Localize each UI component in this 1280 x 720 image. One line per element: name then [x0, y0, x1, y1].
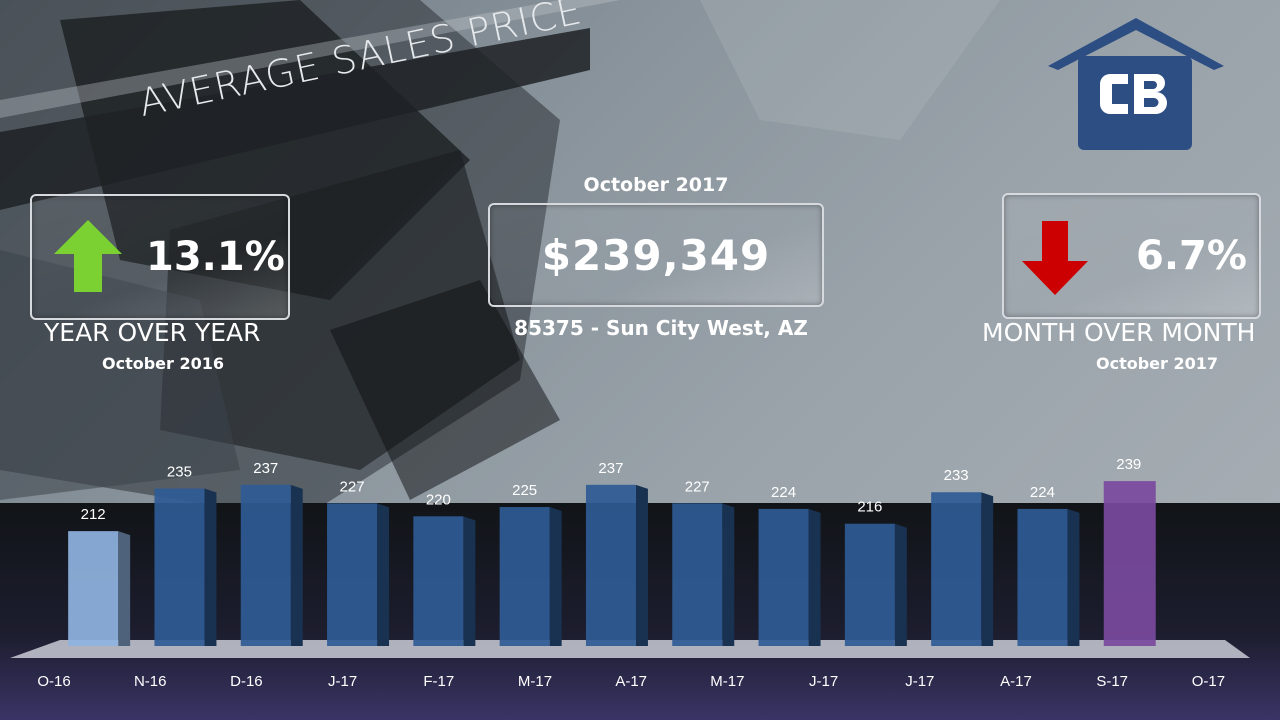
bar-value-label: 212: [81, 506, 106, 523]
month-over-month-percent: 6.7%: [1136, 233, 1247, 279]
bar: [413, 516, 464, 646]
bar: [1017, 508, 1068, 646]
x-tick-label: J-17: [809, 673, 838, 690]
bar-value-label: 227: [685, 478, 710, 495]
bar: [240, 484, 291, 646]
bar-value-label: 237: [598, 460, 623, 477]
bar: [1103, 481, 1156, 646]
bar: [844, 523, 895, 646]
x-tick-label: D-16: [230, 673, 263, 690]
bar-value-label: 224: [1030, 484, 1055, 501]
up-arrow-icon: [54, 220, 122, 292]
x-tick-label: A-17: [615, 673, 647, 690]
bar-side: [290, 484, 303, 646]
bar-side: [377, 503, 390, 646]
bar-value-label: 239: [1116, 456, 1141, 473]
bar-side: [894, 523, 907, 646]
bar: [499, 507, 550, 646]
month-over-month-card: 6.7%: [1002, 193, 1261, 319]
price-card: $239,349: [488, 203, 824, 307]
location-label: 85375 - Sun City West, AZ: [514, 316, 808, 340]
bar: [68, 531, 119, 646]
bar: [327, 503, 378, 646]
x-tick-label: O-17: [1192, 673, 1225, 690]
x-tick-label: O-16: [37, 673, 70, 690]
bar-side: [981, 492, 994, 646]
x-tick-label: N-16: [134, 673, 167, 690]
bar-side: [463, 516, 476, 646]
bar-value-label: 224: [771, 484, 796, 501]
bar: [672, 503, 723, 646]
bar-value-label: 216: [857, 499, 882, 516]
bar: [585, 484, 636, 646]
bar-side: [204, 488, 217, 646]
x-tick-label: S-17: [1096, 673, 1128, 690]
year-over-year-reference: October 2016: [102, 354, 225, 373]
year-over-year-label: YEAR OVER YEAR: [44, 318, 261, 347]
bar-side: [549, 507, 562, 646]
year-over-year-card: 13.1%: [30, 194, 290, 320]
month-over-month-label: MONTH OVER MONTH: [982, 318, 1256, 347]
bar: [758, 508, 809, 646]
x-tick-label: M-17: [518, 673, 552, 690]
period-label: October 2017: [583, 174, 729, 196]
bar-value-label: 227: [340, 478, 365, 495]
x-tick-label: F-17: [423, 673, 454, 690]
bar-side: [722, 503, 735, 646]
bar-side: [808, 508, 821, 646]
x-tick-label: M-17: [710, 673, 744, 690]
house-logo-icon: [1048, 18, 1224, 150]
bar: [154, 488, 205, 646]
down-arrow-icon: [1022, 221, 1088, 295]
year-over-year-percent: 13.1%: [146, 234, 285, 280]
x-tick-label: A-17: [1000, 673, 1032, 690]
x-tick-label: J-17: [328, 673, 357, 690]
bar-value-label: 237: [253, 460, 278, 477]
bar: [931, 492, 982, 646]
bar-side: [635, 484, 648, 646]
current-price: $239,349: [541, 231, 771, 280]
x-tick-label: J-17: [905, 673, 934, 690]
bar-value-label: 235: [167, 464, 192, 481]
bar-value-label: 225: [512, 482, 537, 499]
month-over-month-reference: October 2017: [1096, 354, 1219, 373]
bar-side: [118, 531, 131, 646]
bar-side: [1067, 508, 1080, 646]
bar-value-label: 220: [426, 491, 451, 508]
bar-value-label: 233: [944, 467, 969, 484]
